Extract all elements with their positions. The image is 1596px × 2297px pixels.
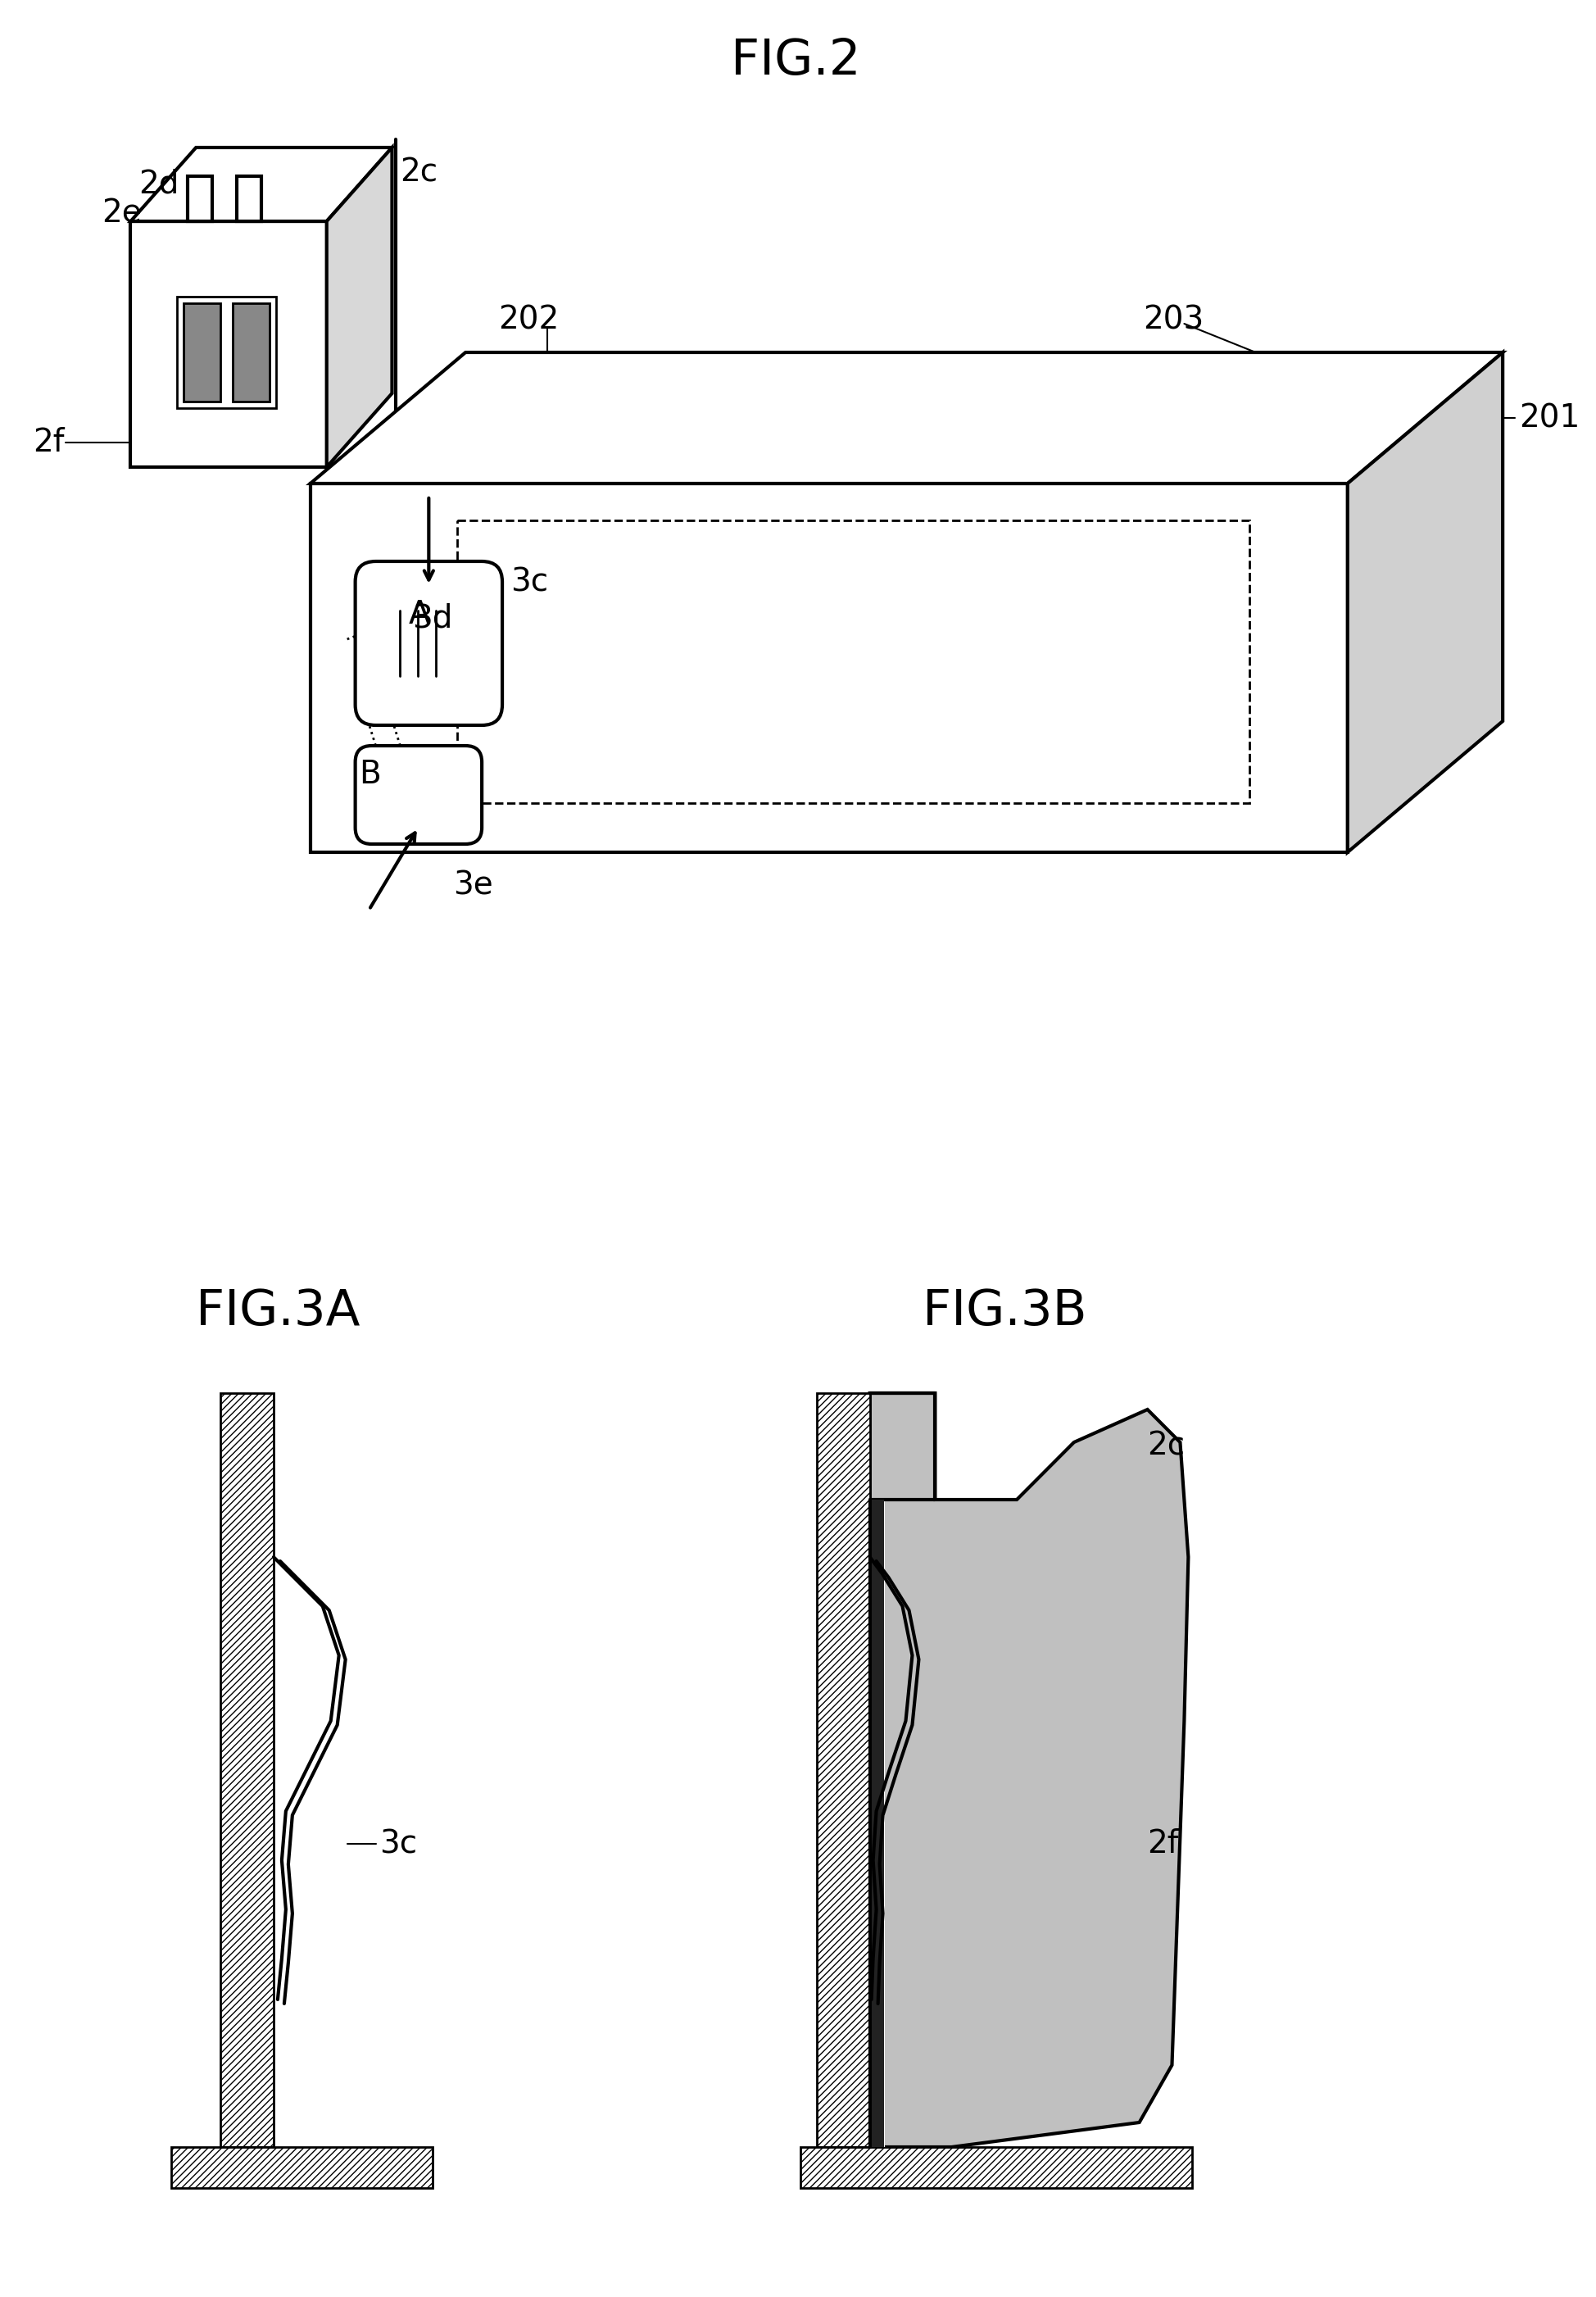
Text: 2e: 2e	[102, 198, 142, 230]
Polygon shape	[1347, 351, 1503, 852]
Text: FIG.2: FIG.2	[731, 37, 860, 85]
Polygon shape	[310, 482, 1347, 852]
FancyBboxPatch shape	[356, 560, 503, 726]
Text: A: A	[409, 600, 431, 629]
Text: 3d: 3d	[412, 604, 453, 634]
Text: FIG.3A: FIG.3A	[196, 1286, 359, 1335]
Text: 201: 201	[1519, 402, 1580, 434]
Bar	[458, 521, 1250, 804]
Polygon shape	[310, 351, 1503, 482]
Text: 2d: 2d	[139, 168, 179, 200]
Bar	[184, 303, 220, 402]
Bar	[817, 1392, 870, 2148]
Text: 2f: 2f	[32, 427, 64, 457]
Bar	[177, 296, 276, 409]
Polygon shape	[188, 177, 212, 221]
Bar	[220, 1392, 273, 2148]
Polygon shape	[327, 147, 393, 466]
Bar	[871, 1500, 884, 2148]
Bar	[171, 2148, 433, 2189]
FancyBboxPatch shape	[356, 747, 482, 843]
Text: FIG.3B: FIG.3B	[922, 1286, 1087, 1335]
Text: 2c: 2c	[1148, 1431, 1186, 1461]
Text: 3c: 3c	[511, 567, 549, 597]
Text: 203: 203	[1143, 303, 1205, 335]
Bar	[233, 303, 270, 402]
Text: 3c: 3c	[380, 1828, 418, 1858]
Polygon shape	[236, 177, 262, 221]
Text: 3e: 3e	[453, 871, 493, 900]
Polygon shape	[131, 147, 393, 221]
Text: B: B	[359, 758, 381, 790]
Polygon shape	[870, 1392, 1189, 2148]
Text: 2f: 2f	[1148, 1828, 1179, 1858]
Polygon shape	[131, 221, 327, 466]
Bar	[870, 1500, 884, 2148]
Bar	[800, 2148, 1192, 2189]
Text: 2c: 2c	[401, 156, 437, 188]
Text: 202: 202	[498, 303, 559, 335]
